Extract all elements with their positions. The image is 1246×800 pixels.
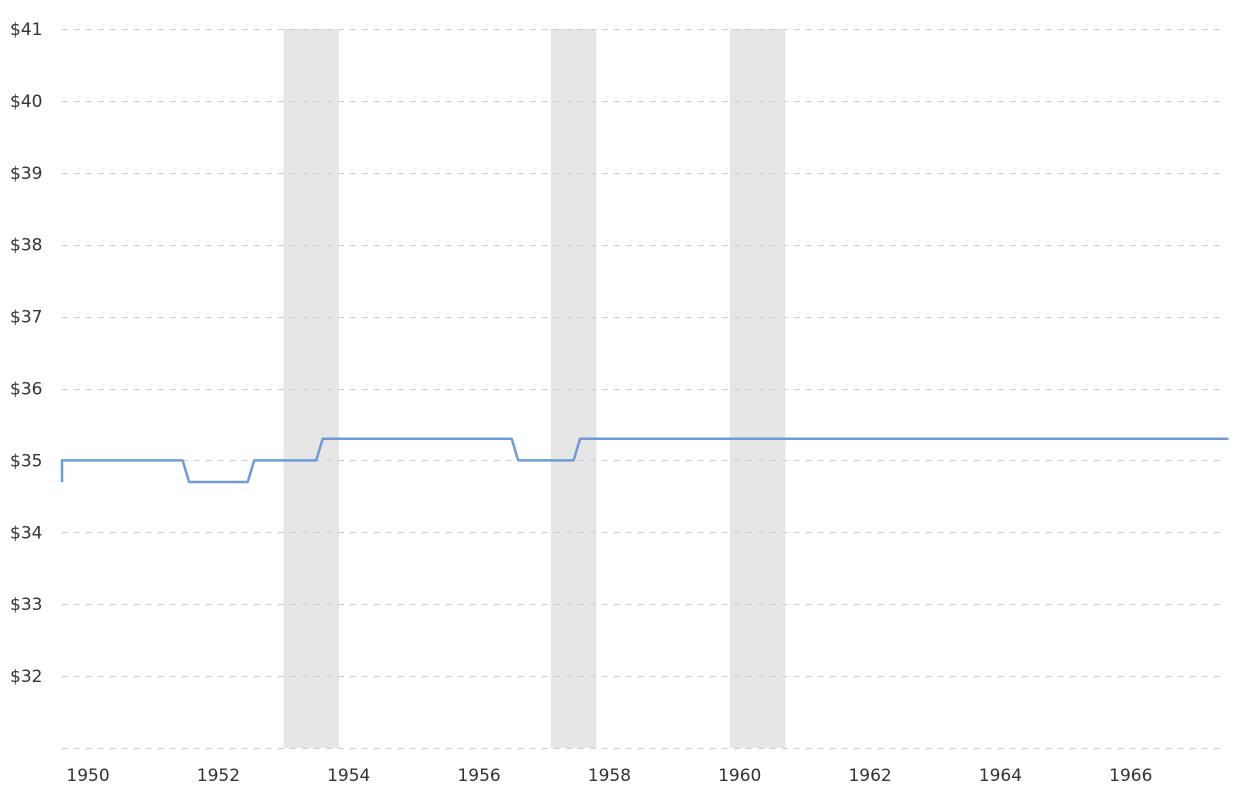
x-tick-label: 1966	[1109, 766, 1152, 786]
x-tick-label: 1962	[848, 766, 891, 786]
y-tick-label: $37	[10, 308, 42, 328]
x-tick-label: 1950	[66, 766, 109, 786]
x-tick-label: 1952	[197, 766, 240, 786]
y-tick-label: $34	[10, 523, 42, 543]
recession-band-2	[729, 29, 786, 748]
recession-bands	[283, 29, 786, 748]
x-axis: 1950 1952 1954 1956 1958 1960 1962 1964 1966	[66, 766, 1152, 786]
y-tick-label: $32	[10, 667, 42, 687]
y-tick-label: $38	[10, 236, 42, 256]
x-tick-label: 1964	[979, 766, 1022, 786]
series-line-0	[60, 437, 1229, 484]
y-tick-label: $35	[10, 451, 42, 471]
x-tick-label: 1956	[457, 766, 500, 786]
x-tick-label: 1960	[718, 766, 761, 786]
gridlines	[62, 29, 1222, 749]
y-tick-label: $40	[10, 92, 42, 112]
y-axis: $32 $33 $34 $35 $36 $37 $38 $39 $40 $41	[10, 20, 42, 687]
y-tick-label: $41	[10, 20, 42, 40]
x-tick-label: 1958	[588, 766, 631, 786]
x-tick-label: 1954	[327, 766, 370, 786]
y-tick-label: $39	[10, 164, 42, 184]
recession-band-1	[550, 29, 597, 748]
y-tick-label: $36	[10, 380, 42, 400]
recession-band-0	[283, 29, 339, 748]
y-tick-label: $33	[10, 595, 42, 615]
series-layer	[60, 437, 1229, 484]
